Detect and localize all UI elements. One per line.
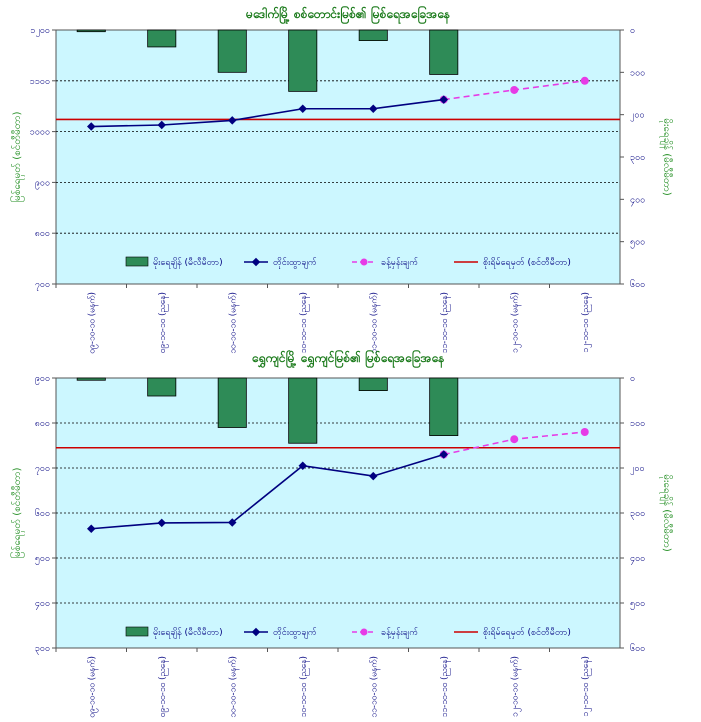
legend-rainfall-label: မိုးရေချိန် (မီလီမီတာ) <box>153 627 223 639</box>
left-tick-label: ၇၀၀ <box>35 464 50 475</box>
right-tick-label: ၀ <box>630 26 635 36</box>
legend-forecast-label: ခန့်မှန်းချက် <box>381 627 419 639</box>
rainfall-bar <box>76 377 106 381</box>
forecast-point <box>580 76 589 85</box>
legend: မိုးရေချိန် (မီလီမီတာ) တိုင်းထွာချက် ခန့်မ… <box>125 626 571 639</box>
rainfall-bar <box>76 29 106 33</box>
legend-forecast-marker <box>360 258 368 266</box>
rainfall-bar <box>147 377 177 397</box>
right-tick-label: ၃၀၀ <box>630 153 645 164</box>
y-axis-right-title: မိုးရေချိန် (မီလီမီတာ) <box>659 474 674 552</box>
rainfall-bar <box>429 29 459 75</box>
legend-rainfall-label: မိုးရေချိန် (မီလီမီတာ) <box>153 257 223 269</box>
right-tick-label: ၆၀၀ <box>630 643 645 654</box>
right-tick-label: ၅၀၀ <box>630 599 645 610</box>
forecast-point <box>580 428 589 436</box>
left-tick-label: ၄၀၀ <box>35 599 50 610</box>
observed-point <box>298 104 307 113</box>
left-tick-label: ၉၀၀ <box>35 178 50 189</box>
left-tick-label: ၈၀၀ <box>35 229 50 239</box>
left-tick-label: ၇၀၀ <box>35 280 50 291</box>
legend-rainfall-swatch <box>125 626 149 637</box>
x-tick-label: ၁၁-၁၀-၁၀ (ညနေ) <box>440 656 451 717</box>
left-tick-label: ၅၀၀ <box>35 554 50 565</box>
legend-danger-label: စိုးရိမ်ရေမှတ် (စင်တီမီတာ) <box>483 627 571 639</box>
observed-point <box>87 122 96 131</box>
x-tick-label: ၀၉-၁၀-၁၀ (မနက်) <box>86 656 98 718</box>
left-tick-label: ၈၀၀ <box>35 419 50 429</box>
right-tick-label: ၄၀၀ <box>630 554 645 565</box>
right-tick-label: ၀ <box>630 374 635 384</box>
x-tick-label: ၁၂-၁၀-၁၀ (မနက်) <box>509 656 521 717</box>
legend-danger-label: စိုးရိမ်ရေမှတ် (စင်တီမီတာ) <box>483 257 571 269</box>
x-tick-label: ၀၉-၁၀-၁၀ (ညနေ) <box>158 292 169 353</box>
legend-forecast-marker <box>360 628 368 636</box>
legend-observed-label: တိုင်းထွာချက် <box>273 257 317 269</box>
rainfall-bar <box>147 29 177 48</box>
left-tick-label: ၁၀၀၀ <box>30 128 50 138</box>
chart-title: မဒေါက်မြို့ စစ်တောင်းမြစ်၏ မြစ်ရေအခြေအနေ <box>245 4 450 25</box>
x-tick-label: ၁၂-၁၀-၁၀ (မနက်) <box>509 292 521 353</box>
forecast-point <box>510 435 519 444</box>
rainfall-bar <box>429 377 459 436</box>
legend-rainfall-swatch <box>125 256 149 267</box>
x-tick-label: ၁၁-၁၀-၁၀ (မနက်) <box>368 656 380 718</box>
x-tick-label: ၁၁-၁၀-၁၀ (ညနေ) <box>440 292 451 353</box>
observed-line <box>91 98 444 128</box>
observed-point <box>439 450 448 459</box>
y-axis-left-title: မြစ်ရေမှတ် (စင်တီမီတာ) <box>9 111 25 202</box>
left-tick-label: ၁၂၀၀ <box>30 26 50 37</box>
chart-1: မဒေါက်မြို့ စစ်တောင်းမြစ်၏ မြစ်ရေအခြေအနေ… <box>9 4 674 354</box>
x-tick-label: ၁၁-၁၀-၁၀ (မနက်) <box>368 292 380 354</box>
observed-point <box>228 116 237 125</box>
left-tick-label: ၆၀၀ <box>35 508 50 519</box>
plot-area <box>55 29 621 285</box>
legend-observed-label: တိုင်းထွာချက် <box>273 627 317 639</box>
rainfall-bar <box>358 377 388 392</box>
x-tick-label: ၁၂-၁၀-၁၀ (ညနေ) <box>581 292 592 353</box>
x-tick-label: ၀၉-၁၀-၁၀ (ညနေ) <box>158 656 169 717</box>
legend-observed-marker <box>251 257 261 267</box>
observed-point <box>369 104 378 113</box>
y-axis-left-title: မြစ်ရေမှတ် (စင်တီမီတာ) <box>9 467 25 558</box>
right-tick-label: ၁၀၀ <box>630 68 645 78</box>
observed-point <box>369 471 378 481</box>
rainfall-bar <box>358 29 388 41</box>
rainfall-bar <box>217 29 247 73</box>
left-tick-label: ၉၀၀ <box>35 374 50 385</box>
x-tick-label: ၁၂-၁၀-၁၀ (ညနေ) <box>581 656 592 717</box>
observed-point <box>157 120 166 130</box>
chart-title: ရွှေကျင်မြို့ ရွှေကျင်မြစ်၏ မြစ်ရေအခြေအန… <box>251 348 445 369</box>
left-tick-label: ၃၀၀ <box>35 644 50 655</box>
chart-2: ရွှေကျင်မြို့ ရွှေကျင်မြစ်၏ မြစ်ရေအခြေအန… <box>9 348 674 718</box>
right-tick-label: ၂၀၀ <box>630 464 645 475</box>
right-tick-label: ၃၀၀ <box>630 509 645 520</box>
x-tick-label: ၁၀-၁၀-၁၀ (မနက်) <box>227 292 239 354</box>
x-tick-label: ၁၀-၁၀-၁၀ (မနက်) <box>227 656 239 718</box>
forecast-point <box>510 85 519 94</box>
right-tick-label: ၄၀၀ <box>630 195 645 206</box>
left-tick-label: ၁၁၀၀ <box>30 77 50 87</box>
x-tick-label: ၀၉-၁၀-၁၀ (မနက်) <box>86 292 98 354</box>
x-tick-label: ၁၀-၁၀-၁၀ (ညနေ) <box>299 656 310 717</box>
right-tick-label: ၆၀၀ <box>630 279 645 290</box>
x-tick-label: ၁၀-၁၀-၁၀ (ညနေ) <box>299 292 310 353</box>
right-tick-label: ၂၀၀ <box>630 111 645 122</box>
observed-line <box>91 453 444 530</box>
legend: မိုးရေချိန် (မီလီမီတာ) တိုင်းထွာချက် ခန့်မ… <box>125 256 571 269</box>
observed-point <box>439 95 448 104</box>
rainfall-bar <box>217 377 247 428</box>
rainfall-bar <box>288 29 318 92</box>
observed-point <box>298 461 307 470</box>
rainfall-bar <box>288 377 318 444</box>
right-tick-label: ၅၀၀ <box>630 238 645 249</box>
y-axis-right-title: မိုးရေချိန် (မီလီမီတာ) <box>659 118 674 196</box>
right-tick-label: ၁၀၀ <box>630 419 645 429</box>
legend-forecast-label: ခန့်မှန်းချက် <box>381 257 419 269</box>
